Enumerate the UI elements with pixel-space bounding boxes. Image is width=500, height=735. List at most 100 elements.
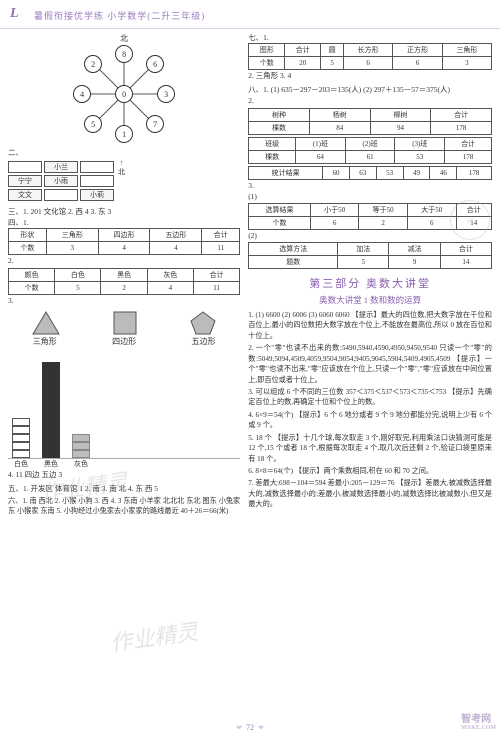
td: 6 <box>310 216 359 229</box>
node-w: 4 <box>73 85 91 103</box>
node-nw: 2 <box>84 55 102 73</box>
sec2-label: 二、 <box>8 148 240 158</box>
td: 4 <box>150 242 202 255</box>
cell: 宁宁 <box>8 175 42 187</box>
page-body: 北 0 8 6 3 7 1 5 4 2 <box>0 29 500 539</box>
part3-item: 2. 一个"零"也读不出来的数:5490,5940,4590,4950,9450… <box>248 343 492 385</box>
brand-watermark: 智考网 MXKE.COM <box>461 710 496 731</box>
sec4-caption: 4. 11 四边 五边 3 <box>8 470 240 480</box>
th: 合计 <box>193 268 239 281</box>
cell: 小莉 <box>80 189 114 201</box>
td: 个数 <box>9 281 55 294</box>
sec5: 五、1. 开发区 体育馆 1 2. 南 3. 南 北 4. 东 西 5 <box>8 484 240 494</box>
th: 黑色 <box>101 268 147 281</box>
td: 4 <box>147 281 193 294</box>
cell <box>8 161 42 173</box>
table-7-1: 图形 合计 圆 长方形 正方形 三角形 个数 20 5 6 6 3 <box>248 43 492 70</box>
node-sw: 5 <box>84 115 102 133</box>
row1: 小兰 <box>8 161 114 173</box>
t2-label: 2. <box>248 96 492 106</box>
th: 选算方法 <box>249 242 338 255</box>
sec4: 四、1. 形状 三角形 四边形 五边形 合计 个数 3 4 4 11 2. <box>8 218 240 480</box>
cell: 文文 <box>8 189 42 201</box>
cell <box>44 189 78 201</box>
td: 2 <box>101 281 147 294</box>
logo-icon: L <box>10 6 28 24</box>
td: 5 <box>321 57 344 70</box>
sec4-label: 四、1. <box>8 218 29 227</box>
axis-label: 灰色 <box>72 459 90 469</box>
td: 题数 <box>249 255 338 268</box>
td: 棵数 <box>249 121 310 134</box>
north-2: 北 <box>118 167 125 177</box>
th: 颜色 <box>9 268 55 281</box>
td: 14 <box>440 255 491 268</box>
td: 63 <box>349 166 376 179</box>
th: 树种 <box>249 108 310 121</box>
row2: 宁宁 小雨 <box>8 175 114 187</box>
node-s: 1 <box>115 125 133 143</box>
td: 6 <box>407 216 456 229</box>
td: 46 <box>430 166 457 179</box>
th: (2)班 <box>345 137 395 150</box>
th: 三角形 <box>46 229 98 242</box>
th: (3)班 <box>395 137 445 150</box>
header-title: 暑假衔接优学练 小学数学(二升三年级) <box>34 9 205 22</box>
td: 个数 <box>249 57 285 70</box>
td: 53 <box>376 166 403 179</box>
cell: 小兰 <box>44 161 78 173</box>
node-n: 8 <box>115 45 133 63</box>
sec2: 二、 小兰 宁宁 小雨 文文 小莉 <box>8 148 240 203</box>
td: 61 <box>345 150 395 163</box>
th: 长方形 <box>344 44 393 57</box>
td: 178 <box>457 166 492 179</box>
table-shapes: 形状 三角形 四边形 五边形 合计 个数 3 4 4 11 <box>8 228 240 255</box>
td: 9 <box>389 255 440 268</box>
td: 60 <box>323 166 350 179</box>
cell: 小雨 <box>44 175 78 187</box>
td: 11 <box>202 242 240 255</box>
part3-item: 3. 可以组成 6 个不同的三位数 357＜375＜537＜573＜735＜75… <box>248 387 492 408</box>
th: 等于50 <box>359 203 408 216</box>
td: 20 <box>285 57 321 70</box>
sec7-line2: 2. 三角形 3. 4 <box>248 71 492 81</box>
sec8-line1: (1) 635－297－203＝135(人) (2) 297＋135－57＝37… <box>271 85 450 94</box>
node-center: 0 <box>115 85 133 103</box>
th: 合计 <box>445 137 492 150</box>
th: 班级 <box>249 137 296 150</box>
th: 杨树 <box>309 108 370 121</box>
axis-label: 黑色 <box>42 459 60 469</box>
th: 灰色 <box>147 268 193 281</box>
bar-white <box>12 418 30 458</box>
pentagon-icon <box>189 310 217 336</box>
th: 小于50 <box>310 203 359 216</box>
triangle-cell <box>31 310 61 336</box>
td: 5 <box>338 255 389 268</box>
part3-item: 7. 差最大:698－104＝594 差最小:205－129＝76 【提示】差最… <box>248 478 492 509</box>
pentagon-cell <box>189 310 217 336</box>
th: 合计 <box>285 44 321 57</box>
brand-name: 智考网 <box>461 714 491 725</box>
table-8-3: 班级 (1)班 (2)班 (3)班 合计 棵数 64 61 53 178 <box>248 137 492 164</box>
axis-label: 白色 <box>12 459 30 469</box>
shape-label: 五边形 <box>191 336 215 347</box>
th: 减法 <box>389 242 440 255</box>
page-header: L 暑假衔接优学练 小学数学(二升三年级) <box>0 0 500 29</box>
part3-title: 第三部分 奥数大讲堂 <box>248 275 492 291</box>
th: 大于50 <box>407 203 456 216</box>
td: 棵数 <box>249 150 296 163</box>
square-icon <box>112 310 138 336</box>
sec3: 三、1. 201 文化馆 2. 西 4 3. 东 3 <box>8 207 240 217</box>
td: 178 <box>445 150 492 163</box>
sec8-label: 八、1. <box>248 85 269 94</box>
left-column: 北 0 8 6 3 7 1 5 4 2 <box>8 33 240 519</box>
td: 6 <box>344 57 393 70</box>
th: 合计 <box>431 108 492 121</box>
td: 4 <box>98 242 150 255</box>
bar-black <box>42 362 60 458</box>
sec7: 七、1. 图形 合计 圆 长方形 正方形 三角形 个数 20 5 6 6 3 <box>248 33 492 81</box>
part3-subtitle: 奥数大讲堂 1 数和数的运算 <box>248 294 492 306</box>
th: 圆 <box>321 44 344 57</box>
td: 5 <box>55 281 101 294</box>
part3-item: 6. 8×8＝64(个) 【提示】两个乘数相同,积在 60 和 70 之间。 <box>248 466 492 476</box>
